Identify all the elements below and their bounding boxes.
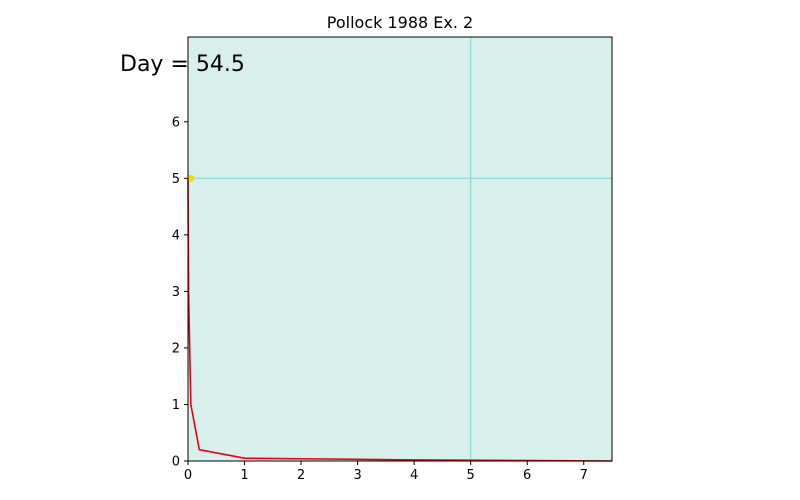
y-tick-label: 4 (172, 228, 180, 243)
day-annotation: Day = 54.5 (120, 52, 245, 77)
y-tick-label: 6 (172, 115, 180, 130)
x-tick-label: 1 (240, 468, 248, 483)
y-tick-label: 2 (172, 341, 180, 356)
x-tick-label: 4 (410, 468, 418, 483)
y-tick-label: 0 (172, 455, 180, 470)
plot-background (188, 37, 612, 461)
x-tick-label: 6 (523, 468, 531, 483)
x-tick-label: 2 (297, 468, 305, 483)
y-tick-label: 5 (172, 172, 180, 187)
x-tick-label: 3 (353, 468, 361, 483)
chart-title: Pollock 1988 Ex. 2 (327, 13, 473, 32)
x-tick-label: 0 (184, 468, 192, 483)
x-tick-label: 5 (467, 468, 475, 483)
y-tick-label: 3 (172, 285, 180, 300)
y-tick-label: 1 (172, 398, 180, 413)
x-tick-label: 7 (580, 468, 588, 483)
